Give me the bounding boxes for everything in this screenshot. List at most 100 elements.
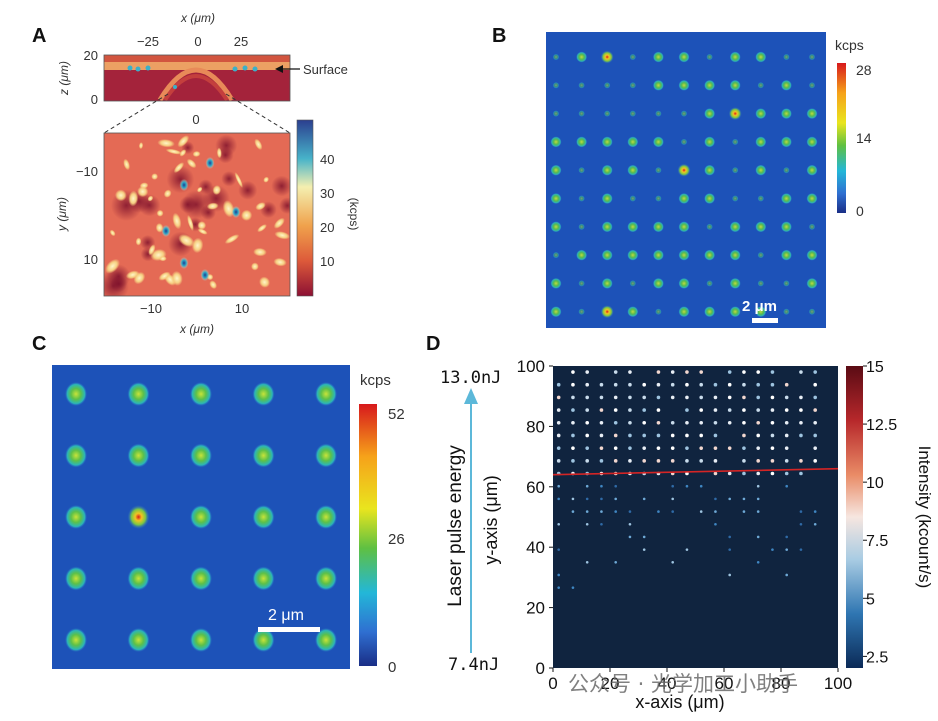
d-point [613, 408, 618, 412]
d-xtick: 40 [658, 674, 677, 693]
b-spot [780, 249, 792, 261]
d-point [556, 459, 561, 463]
b-spot [652, 277, 664, 289]
d-point [585, 510, 589, 513]
a-emitter-spot [205, 157, 215, 169]
b-spot [806, 249, 818, 261]
d-point [613, 446, 618, 450]
d-point [671, 497, 674, 501]
b-spot [552, 82, 560, 89]
b-spot [729, 249, 741, 261]
d-point [756, 370, 760, 374]
d-point [784, 395, 789, 400]
a-bright-speckle [123, 158, 131, 171]
b-spot [704, 193, 716, 204]
d-point [571, 510, 575, 513]
b-spot [732, 195, 739, 202]
b-spot [729, 306, 741, 318]
d-point [742, 382, 746, 387]
d-point [799, 522, 803, 526]
a-bright-speckle [251, 262, 259, 271]
a-bright-speckle [138, 142, 144, 150]
watermark: 公众号 · 光学加工小助手 [568, 672, 799, 696]
d-point [727, 471, 732, 476]
b-spot [550, 221, 562, 233]
d-point [813, 408, 817, 412]
d-point [784, 433, 789, 438]
a-bright-speckle [159, 255, 167, 262]
d-point [571, 395, 575, 400]
b-spot [678, 193, 690, 204]
d-dot-grid [556, 370, 817, 589]
c-spot [252, 505, 275, 529]
b-spot [627, 306, 639, 318]
c-spot [190, 382, 212, 406]
d-point [770, 420, 775, 425]
c-scalebar [258, 627, 320, 632]
d-point [585, 370, 589, 374]
d-point [699, 370, 703, 374]
d-point [813, 395, 817, 400]
d-point [699, 433, 703, 438]
d-point [813, 433, 817, 438]
d-point [642, 433, 646, 438]
d-colorbar-tick: 5 [866, 591, 875, 608]
a-top-xtick: −25 [137, 34, 159, 49]
c-spot [252, 382, 275, 406]
d-point [571, 382, 575, 387]
a-bright-speckle [128, 190, 139, 207]
d-point [756, 408, 760, 412]
a-bright-speckle [273, 257, 287, 267]
d-xtick: 100 [824, 674, 852, 693]
d-colorbar-tick: 12.5 [866, 417, 897, 434]
d-point [642, 548, 646, 551]
d-point [727, 408, 732, 412]
a-bright-speckle [171, 270, 183, 286]
d-point [670, 370, 675, 374]
a-bright-speckle [177, 135, 190, 148]
d-point [685, 420, 689, 425]
b-spot [578, 195, 585, 202]
d-point [699, 395, 703, 400]
d-point [670, 420, 675, 425]
d-point [784, 408, 789, 412]
b-spot [629, 53, 636, 61]
d-point [728, 497, 731, 501]
d-point [656, 395, 661, 400]
d-point [799, 420, 803, 425]
d-point [742, 446, 746, 450]
c-spot [252, 443, 275, 468]
b-spot [680, 110, 688, 117]
d-point [756, 471, 760, 476]
b-spot [729, 51, 741, 63]
d-ylabel: y-axis (μm) [481, 475, 501, 564]
b-spot-grid [550, 50, 818, 319]
d-point [713, 395, 718, 400]
b-spot [757, 195, 764, 202]
b-colorbar-tick: 0 [856, 203, 864, 219]
a-top-xlabel: x (μm) [180, 11, 215, 25]
b-spot [808, 223, 816, 230]
d-point [742, 459, 746, 463]
c-spot [252, 628, 275, 652]
b-spot [601, 249, 613, 261]
zoom-guide-right [225, 93, 291, 134]
d-point [799, 459, 803, 463]
b-spot [655, 308, 662, 315]
b-spot [678, 221, 690, 233]
a-dark-patch [179, 195, 197, 214]
b-spot [578, 82, 585, 89]
a-dark-patch [238, 180, 258, 200]
a-bright-speckle [155, 222, 164, 233]
d-point [784, 382, 789, 387]
zoom-guide-left [103, 93, 169, 134]
a-colorbar [296, 119, 314, 297]
b-spot [601, 193, 613, 204]
d-point [585, 420, 589, 425]
a-colorbar-tick: 10 [320, 254, 334, 269]
a-main-xtick: −10 [140, 301, 162, 316]
d-point [613, 382, 618, 387]
d-point [699, 510, 703, 513]
d-point [728, 535, 731, 539]
d-point [585, 395, 589, 400]
